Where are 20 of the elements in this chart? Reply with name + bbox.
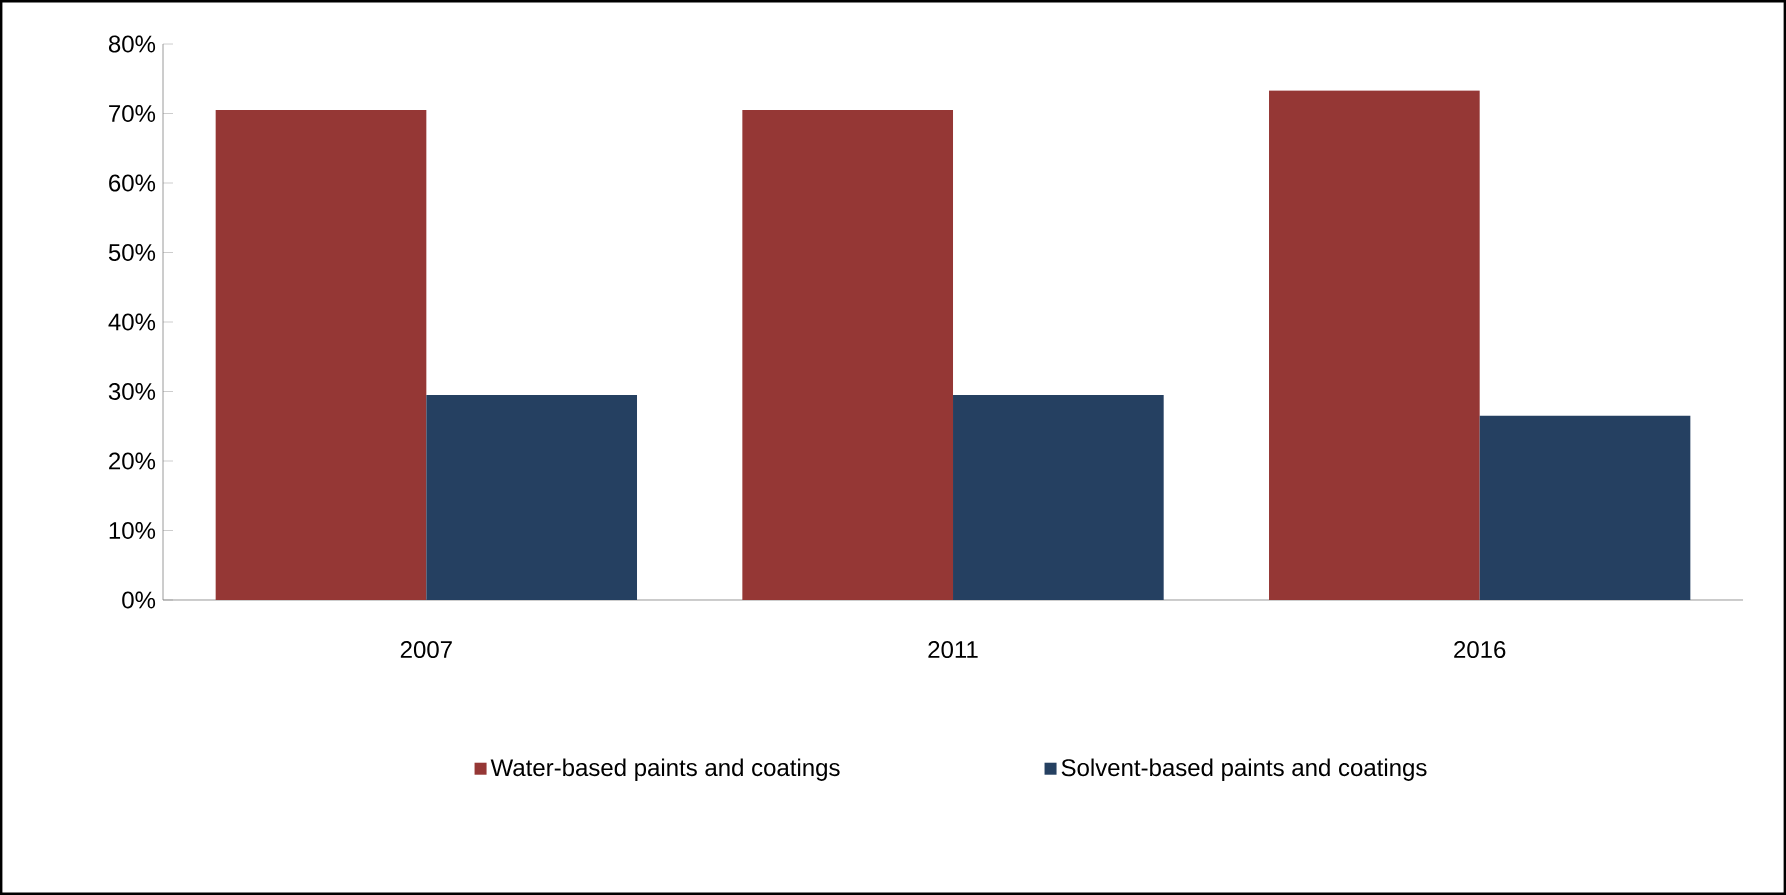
y-tick-label: 0% (122, 591, 156, 609)
legend-label: Water-based paints and coatings (490, 758, 840, 781)
bar (953, 394, 1164, 600)
y-tick-label: 70% (109, 105, 156, 122)
bar (1269, 90, 1480, 600)
legend-label: Solvent-based paints and coatings (1061, 758, 1427, 781)
x-tick-label: 2011 (928, 641, 978, 659)
y-tick-label: 40% (108, 313, 156, 331)
bar (742, 110, 954, 600)
y-tick-label: 10% (109, 522, 156, 539)
x-tick-label: 2016 (1454, 641, 1506, 659)
y-tick-label: 30% (108, 383, 156, 400)
y-tick-label: 80% (108, 35, 156, 53)
y-tick-label: 60% (109, 174, 156, 192)
x-tick-label: 2007 (400, 641, 452, 659)
y-tick-label: 20% (109, 452, 156, 470)
bar (215, 110, 427, 600)
bar (426, 394, 638, 600)
y-tick-label: 50% (108, 244, 156, 261)
bar (1479, 415, 1691, 600)
